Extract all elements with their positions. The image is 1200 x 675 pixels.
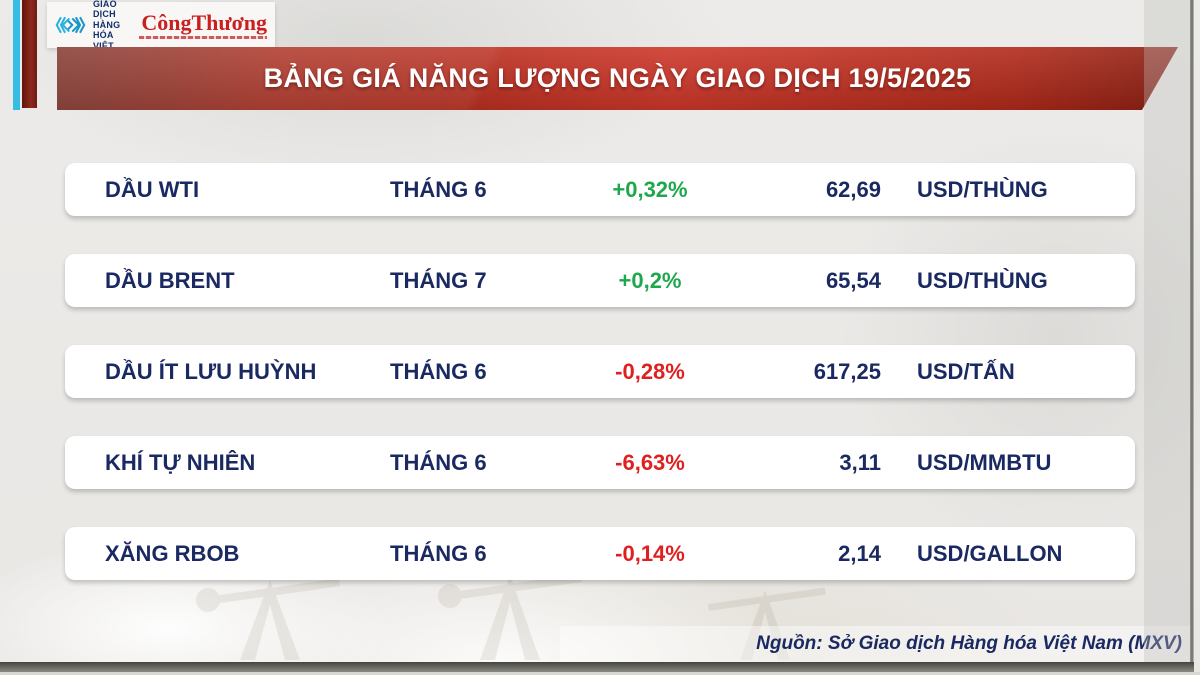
logo-bar: SỞ GIAO DỊCH HÀNG HÓA VIỆT NAM CôngThươn… (47, 0, 275, 61)
title-banner: BẢNG GIÁ NĂNG LƯỢNG NGÀY GIAO DỊCH 19/5/… (57, 47, 1178, 110)
left-maroon-stripe (22, 0, 37, 108)
change-percent: +0,32% (612, 176, 688, 202)
price-value: 2,14 (838, 540, 881, 566)
commodity-name: XĂNG RBOB (105, 540, 240, 566)
contract-month: THÁNG 6 (390, 449, 487, 475)
congthuong-logo: CôngThương (139, 9, 267, 39)
congthuong-logo-text: CôngThương (141, 9, 267, 35)
change-percent: +0,2% (618, 267, 682, 293)
price-unit: USD/TẤN (917, 358, 1015, 384)
price-value: 3,11 (839, 449, 881, 475)
source-credit: Nguồn: Sở Giao dịch Hàng hóa Việt Nam (M… (756, 633, 1182, 654)
price-unit: USD/THÙNG (917, 267, 1048, 293)
change-percent: -0,28% (615, 358, 685, 384)
commodity-name: DẦU BRENT (105, 267, 235, 293)
left-cyan-stripe (13, 0, 20, 110)
price-value: 65,54 (825, 267, 881, 293)
mxv-logo-line2: HÀNG HÓA (92, 19, 121, 41)
bottom-border-light (0, 672, 1200, 675)
contract-month: THÁNG 6 (390, 540, 487, 566)
price-value: 62,69 (825, 176, 881, 202)
commodity-name: DẦU ÍT LƯU HUỲNH (105, 358, 317, 384)
mxv-logo-line1: SỞ GIAO DỊCH (92, 0, 117, 20)
table-row-khi-tu-nhien: KHÍ TỰ NHIÊN THÁNG 6 -6,63% 3,11 USD/MMB… (65, 436, 1135, 489)
bottom-border (0, 662, 1194, 672)
right-border (1190, 0, 1194, 675)
contract-month: THÁNG 6 (390, 358, 487, 384)
contract-month: THÁNG 6 (390, 176, 487, 202)
price-unit: USD/MMBTU (917, 449, 1052, 475)
change-percent: -6,63% (615, 449, 685, 475)
table-row-xang-rbob: XĂNG RBOB THÁNG 6 -0,14% 2,14 USD/GALLON (65, 527, 1135, 580)
contract-month: THÁNG 7 (390, 267, 487, 293)
change-percent: -0,14% (615, 540, 685, 566)
mxv-logo-icon (55, 16, 86, 34)
page-title: BẢNG GIÁ NĂNG LƯỢNG NGÀY GIAO DỊCH 19/5/… (263, 63, 972, 93)
congthuong-logo-tagline (139, 35, 267, 39)
commodity-name: KHÍ TỰ NHIÊN (105, 449, 256, 475)
price-unit: USD/THÙNG (917, 176, 1048, 202)
pumpjack-background-art (196, 574, 826, 660)
table-row-dau-wti: DẦU WTI THÁNG 6 +0,32% 62,69 USD/THÙNG (65, 163, 1135, 216)
table-row-dau-it-luu-huynh: DẦU ÍT LƯU HUỲNH THÁNG 6 -0,28% 617,25 U… (65, 345, 1135, 398)
source-band (560, 626, 1190, 662)
price-unit: USD/GALLON (917, 540, 1063, 566)
right-shade (1144, 0, 1190, 675)
price-value: 617,25 (813, 358, 881, 384)
table-row-dau-brent: DẦU BRENT THÁNG 7 +0,2% 65,54 USD/THÙNG (65, 254, 1135, 307)
commodity-name: DẦU WTI (105, 176, 200, 202)
